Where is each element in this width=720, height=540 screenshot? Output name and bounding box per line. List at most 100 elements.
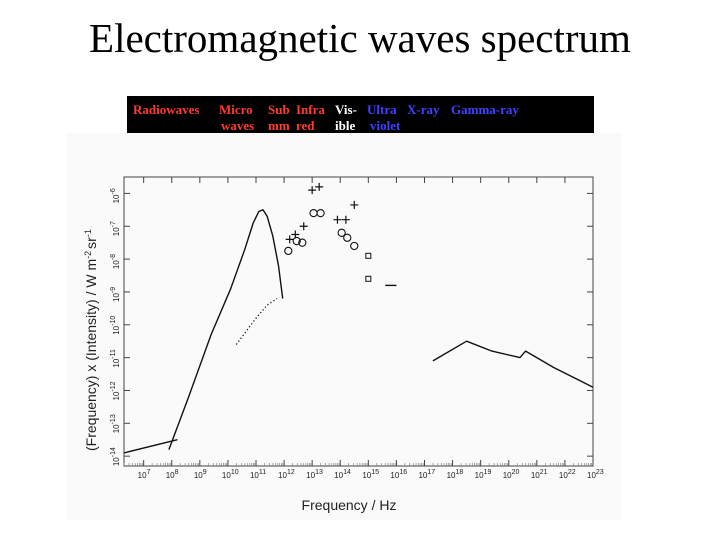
plot-frame — [123, 176, 594, 467]
x-tick-exp-7: 14 — [343, 469, 351, 476]
y-tick-exp-2: -12 — [110, 381, 117, 391]
y-axis-ticks: 10-1410-1310-1210-1110-1010-910-810-710-… — [110, 188, 593, 466]
y-tick-label-7: 10-7 — [110, 221, 121, 236]
band-label-6: X-ray — [407, 102, 440, 117]
marker-square-16 — [365, 252, 372, 259]
y-tick-exp-4: -10 — [110, 316, 117, 326]
x-tick-mantissa-9: 10 — [390, 471, 399, 480]
y-tick-mantissa-4: 10 — [112, 325, 121, 334]
x-tick-mantissa-11: 10 — [447, 471, 456, 480]
y-tick-exp-8: -6 — [110, 188, 117, 194]
x-tick-exp-16: 23 — [596, 469, 604, 476]
band-label-7: Gamma-ray — [451, 102, 519, 117]
band-sublabel-5: violet — [370, 118, 401, 133]
marker-circle-15 — [350, 241, 359, 251]
y-tick-label-4: 10-10 — [110, 316, 121, 335]
x-tick-exp-5: 12 — [287, 469, 295, 476]
marker-circle-11 — [309, 208, 318, 218]
x-tick-label-9: 1016 — [390, 469, 407, 480]
x-tick-mantissa-16: 10 — [587, 471, 596, 480]
x-tick-label-16: 1023 — [587, 469, 604, 480]
x-tick-mantissa-4: 10 — [250, 471, 259, 480]
series-line-2 — [235, 297, 278, 345]
x-tick-label-5: 1012 — [278, 469, 295, 480]
x-tick-exp-8: 15 — [371, 469, 379, 476]
x-tick-label-7: 1014 — [334, 469, 351, 480]
x-tick-exp-0: 7 — [147, 469, 151, 476]
x-tick-label-15: 1022 — [559, 469, 576, 480]
chart-panel: 107 108 109 1010 1011 1012 1013 1014 1015 1016 101… — [66, 133, 622, 520]
x-tick-mantissa-12: 10 — [475, 471, 484, 480]
series-line-1 — [168, 209, 284, 450]
x-tick-exp-3: 10 — [231, 469, 239, 476]
x-tick-mantissa-14: 10 — [531, 471, 540, 480]
x-tick-mantissa-8: 10 — [362, 471, 371, 480]
y-axis-title-exp: -2 — [83, 251, 93, 259]
band-label-5: Ultra — [367, 102, 397, 117]
x-tick-mantissa-0: 10 — [138, 471, 147, 480]
x-tick-label-8: 1015 — [362, 469, 379, 480]
y-tick-exp-0: -14 — [110, 447, 117, 457]
x-tick-mantissa-6: 10 — [306, 471, 315, 480]
x-tick-label-11: 1018 — [447, 469, 464, 480]
series-layer — [123, 209, 594, 454]
x-tick-label-6: 1013 — [306, 469, 323, 480]
y-tick-label-6: 10-8 — [110, 254, 121, 269]
x-tick-exp-6: 13 — [315, 469, 323, 476]
band-label-0: Radiowaves — [133, 102, 200, 117]
marker-circle-10 — [298, 238, 307, 247]
x-tick-label-14: 1021 — [531, 469, 548, 480]
x-tick-exp-4: 11 — [259, 469, 266, 476]
spectrum-band-bar: Radiowaves Micro waves Sub mm Infra red Vis-ibl… — [127, 96, 594, 133]
x-tick-label-1: 108 — [166, 469, 179, 480]
y-tick-mantissa-3: 10 — [112, 358, 121, 367]
x-tick-mantissa-15: 10 — [559, 471, 568, 480]
x-tick-exp-12: 19 — [484, 469, 492, 476]
marker-plus-7 — [350, 200, 359, 209]
series-line-4 — [432, 340, 594, 388]
x-tick-exp-9: 16 — [399, 469, 407, 476]
x-tick-mantissa-1: 10 — [166, 471, 175, 480]
y-tick-mantissa-0: 10 — [112, 457, 121, 466]
y-tick-label-0: 10-14 — [110, 447, 121, 466]
band-sublabel-4: ible — [335, 118, 356, 133]
x-tick-label-4: 1011 — [250, 469, 266, 480]
marker-plus-5 — [333, 215, 342, 224]
x-tick-label-13: 1020 — [503, 469, 520, 480]
y-tick-label-3: 10-11 — [110, 349, 121, 368]
x-tick-mantissa-2: 10 — [194, 471, 203, 480]
marker-circle-13 — [337, 228, 346, 237]
band-label-4: Vis- — [335, 102, 357, 117]
x-tick-exp-15: 22 — [568, 469, 576, 476]
x-tick-exp-11: 18 — [455, 469, 463, 476]
x-tick-exp-1: 8 — [175, 469, 179, 476]
y-tick-mantissa-5: 10 — [112, 292, 121, 301]
slide-title: Electromagnetic waves spectrum — [89, 15, 631, 61]
x-axis-ticks: 107 108 109 1010 1011 1012 1013 1014 1015 1016 101… — [123, 177, 604, 480]
y-tick-label-5: 10-9 — [110, 287, 121, 302]
marker-plus-6 — [341, 215, 350, 224]
y-axis-title-suffix-exp: -1 — [83, 229, 93, 237]
x-tick-mantissa-7: 10 — [334, 471, 343, 480]
x-tick-exp-10: 17 — [427, 469, 435, 476]
marker-circle-9 — [292, 236, 301, 246]
band-sublabel-1: waves — [221, 118, 255, 133]
y-tick-label-2: 10-12 — [110, 381, 121, 400]
x-tick-exp-14: 21 — [540, 469, 548, 476]
x-tick-label-3: 1010 — [222, 469, 239, 480]
x-tick-exp-2: 9 — [203, 469, 207, 476]
x-axis-title: Frequency / Hz — [302, 497, 397, 513]
marker-circle-12 — [316, 208, 325, 218]
band-label-2: Sub — [268, 102, 290, 117]
band-sublabel-3: red — [296, 118, 315, 133]
y-tick-exp-7: -7 — [110, 221, 117, 227]
band-sublabel-2: mm — [268, 118, 290, 133]
x-tick-exp-13: 20 — [512, 469, 520, 476]
band-label-3: Infra — [296, 102, 325, 117]
band-label-1: Micro — [219, 102, 253, 117]
y-axis-title-suffix: sr — [83, 237, 99, 249]
y-tick-mantissa-2: 10 — [112, 391, 121, 400]
x-tick-label-10: 1017 — [418, 469, 435, 480]
x-tick-label-2: 109 — [194, 469, 207, 480]
y-tick-mantissa-8: 10 — [112, 194, 121, 203]
